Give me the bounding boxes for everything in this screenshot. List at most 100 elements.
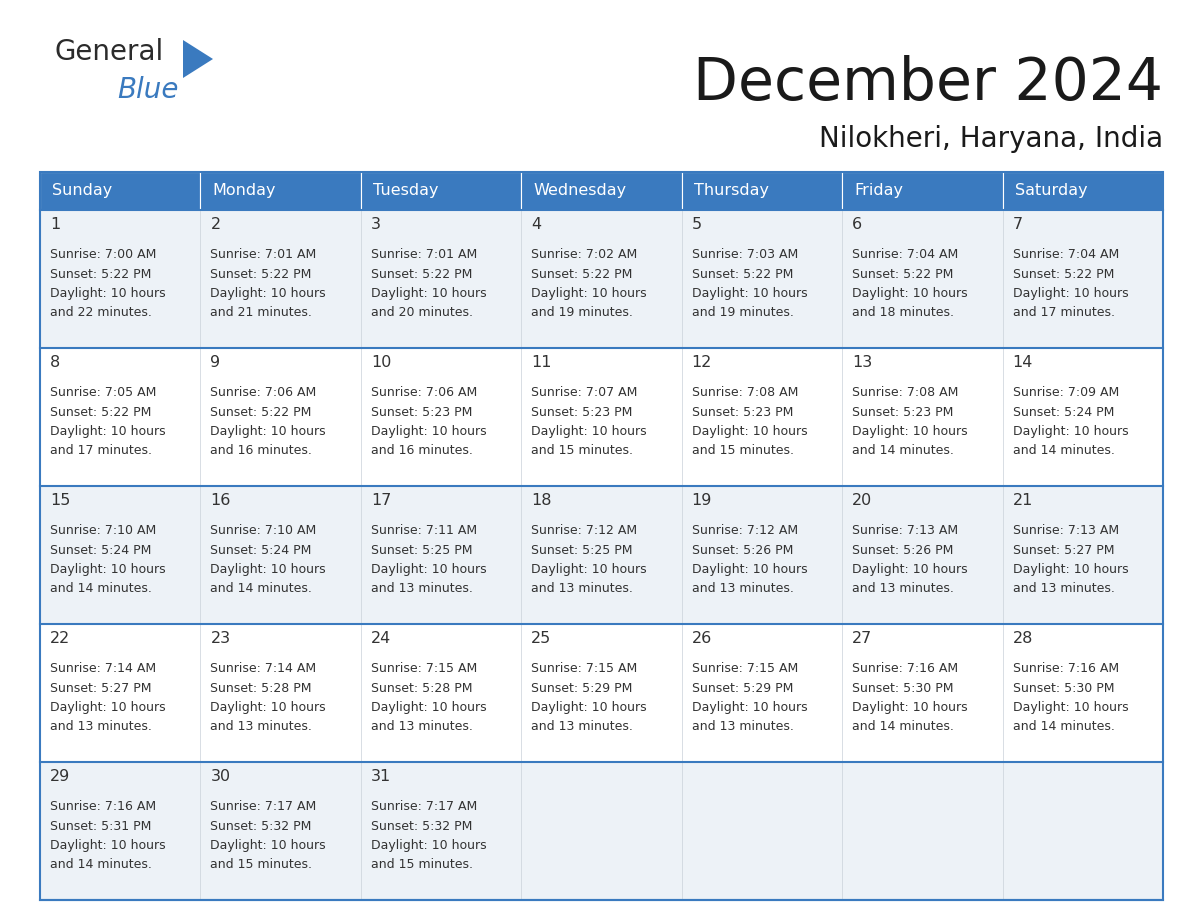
Text: and 13 minutes.: and 13 minutes. [852, 583, 954, 596]
Text: Daylight: 10 hours: Daylight: 10 hours [852, 287, 968, 300]
Text: Daylight: 10 hours: Daylight: 10 hours [852, 701, 968, 714]
Text: and 22 minutes.: and 22 minutes. [50, 307, 152, 319]
Text: and 16 minutes.: and 16 minutes. [210, 444, 312, 457]
Text: Sunset: 5:22 PM: Sunset: 5:22 PM [50, 267, 151, 281]
Bar [40, 486, 201, 624]
Text: Sunrise: 7:14 AM: Sunrise: 7:14 AM [50, 662, 156, 675]
Text: and 14 minutes.: and 14 minutes. [1012, 721, 1114, 733]
Text: and 15 minutes.: and 15 minutes. [691, 444, 794, 457]
Text: Daylight: 10 hours: Daylight: 10 hours [1012, 563, 1129, 576]
Text: 24: 24 [371, 631, 391, 646]
Text: Sunrise: 7:08 AM: Sunrise: 7:08 AM [691, 386, 798, 399]
Text: Daylight: 10 hours: Daylight: 10 hours [531, 563, 647, 576]
Text: Daylight: 10 hours: Daylight: 10 hours [50, 701, 165, 714]
Text: and 13 minutes.: and 13 minutes. [50, 721, 152, 733]
Text: and 14 minutes.: and 14 minutes. [852, 444, 954, 457]
Bar [522, 210, 682, 348]
Text: and 17 minutes.: and 17 minutes. [1012, 307, 1114, 319]
Text: and 14 minutes.: and 14 minutes. [50, 583, 152, 596]
Text: Thursday: Thursday [694, 184, 769, 198]
Text: Daylight: 10 hours: Daylight: 10 hours [371, 839, 486, 852]
Bar [201, 348, 361, 486]
Bar [1003, 172, 1163, 210]
Text: Sunrise: 7:03 AM: Sunrise: 7:03 AM [691, 248, 798, 261]
Bar [522, 172, 682, 210]
Bar [201, 172, 361, 210]
Text: Sunset: 5:26 PM: Sunset: 5:26 PM [852, 543, 954, 556]
Text: 14: 14 [1012, 355, 1032, 370]
Text: Sunset: 5:24 PM: Sunset: 5:24 PM [1012, 406, 1114, 419]
Text: 23: 23 [210, 631, 230, 646]
Text: Sunset: 5:22 PM: Sunset: 5:22 PM [531, 267, 633, 281]
Text: Sunrise: 7:11 AM: Sunrise: 7:11 AM [371, 524, 478, 537]
Text: Daylight: 10 hours: Daylight: 10 hours [852, 563, 968, 576]
Bar [1003, 486, 1163, 624]
Text: Daylight: 10 hours: Daylight: 10 hours [50, 287, 165, 300]
Bar [682, 762, 842, 900]
Bar [361, 486, 522, 624]
Text: Sunset: 5:22 PM: Sunset: 5:22 PM [371, 267, 473, 281]
Bar [842, 486, 1003, 624]
Text: Sunrise: 7:15 AM: Sunrise: 7:15 AM [531, 662, 638, 675]
Text: and 17 minutes.: and 17 minutes. [50, 444, 152, 457]
Text: Sunset: 5:22 PM: Sunset: 5:22 PM [210, 267, 311, 281]
Text: Daylight: 10 hours: Daylight: 10 hours [691, 287, 808, 300]
Text: Sunrise: 7:13 AM: Sunrise: 7:13 AM [1012, 524, 1119, 537]
Text: Sunrise: 7:04 AM: Sunrise: 7:04 AM [1012, 248, 1119, 261]
Bar [40, 348, 201, 486]
Text: Sunrise: 7:08 AM: Sunrise: 7:08 AM [852, 386, 959, 399]
Text: Sunset: 5:22 PM: Sunset: 5:22 PM [852, 267, 954, 281]
Text: and 15 minutes.: and 15 minutes. [371, 858, 473, 871]
Text: Sunset: 5:29 PM: Sunset: 5:29 PM [531, 681, 633, 695]
Bar [361, 172, 522, 210]
Text: Nilokheri, Haryana, India: Nilokheri, Haryana, India [819, 125, 1163, 153]
Text: Sunset: 5:24 PM: Sunset: 5:24 PM [50, 543, 151, 556]
Bar [682, 210, 842, 348]
Bar [40, 624, 201, 762]
Text: 2: 2 [210, 217, 221, 232]
Text: Sunrise: 7:01 AM: Sunrise: 7:01 AM [371, 248, 478, 261]
Text: and 19 minutes.: and 19 minutes. [531, 307, 633, 319]
Text: Daylight: 10 hours: Daylight: 10 hours [371, 425, 486, 438]
Text: 4: 4 [531, 217, 542, 232]
Text: 29: 29 [50, 769, 70, 784]
Text: Sunset: 5:31 PM: Sunset: 5:31 PM [50, 820, 151, 833]
Text: Sunrise: 7:13 AM: Sunrise: 7:13 AM [852, 524, 959, 537]
Bar [682, 348, 842, 486]
Bar [842, 348, 1003, 486]
Text: and 13 minutes.: and 13 minutes. [371, 583, 473, 596]
Text: Sunset: 5:23 PM: Sunset: 5:23 PM [852, 406, 954, 419]
Bar [40, 762, 201, 900]
Bar [201, 486, 361, 624]
Text: Tuesday: Tuesday [373, 184, 438, 198]
Bar [361, 348, 522, 486]
Text: 15: 15 [50, 493, 70, 508]
Bar [1003, 762, 1163, 900]
Text: and 13 minutes.: and 13 minutes. [691, 583, 794, 596]
Bar [40, 210, 201, 348]
Text: 28: 28 [1012, 631, 1032, 646]
Text: Sunrise: 7:07 AM: Sunrise: 7:07 AM [531, 386, 638, 399]
Text: Daylight: 10 hours: Daylight: 10 hours [1012, 701, 1129, 714]
Text: Daylight: 10 hours: Daylight: 10 hours [210, 839, 326, 852]
Text: Daylight: 10 hours: Daylight: 10 hours [691, 701, 808, 714]
Text: and 13 minutes.: and 13 minutes. [531, 721, 633, 733]
Text: General: General [55, 38, 164, 66]
Text: Sunset: 5:26 PM: Sunset: 5:26 PM [691, 543, 794, 556]
Text: Daylight: 10 hours: Daylight: 10 hours [210, 287, 326, 300]
Text: Daylight: 10 hours: Daylight: 10 hours [371, 287, 486, 300]
Text: Sunrise: 7:16 AM: Sunrise: 7:16 AM [50, 800, 156, 813]
Text: 7: 7 [1012, 217, 1023, 232]
Text: Sunset: 5:28 PM: Sunset: 5:28 PM [371, 681, 473, 695]
Bar [522, 624, 682, 762]
Text: Sunset: 5:25 PM: Sunset: 5:25 PM [531, 543, 633, 556]
Bar [842, 762, 1003, 900]
Text: and 19 minutes.: and 19 minutes. [691, 307, 794, 319]
Text: and 16 minutes.: and 16 minutes. [371, 444, 473, 457]
Text: 19: 19 [691, 493, 712, 508]
Bar [1003, 210, 1163, 348]
Text: Daylight: 10 hours: Daylight: 10 hours [210, 701, 326, 714]
Text: Sunset: 5:32 PM: Sunset: 5:32 PM [210, 820, 311, 833]
Text: and 13 minutes.: and 13 minutes. [531, 583, 633, 596]
Text: 8: 8 [50, 355, 61, 370]
